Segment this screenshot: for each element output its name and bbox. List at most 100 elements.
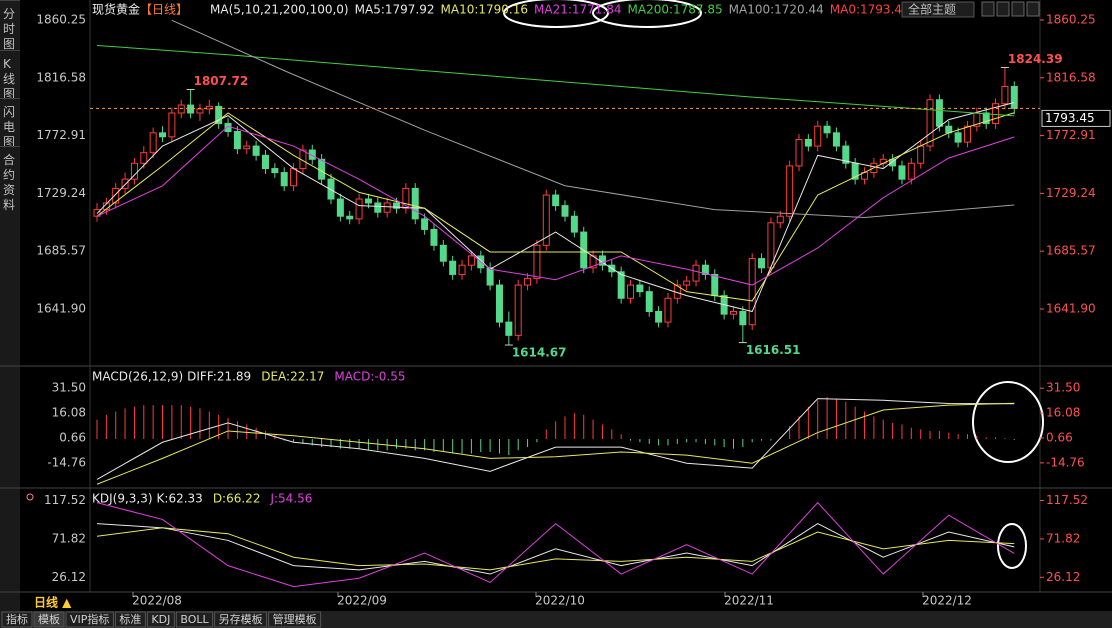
y-tick-label: 117.52 [1046,493,1088,507]
kdj-label: J:54.56 [269,492,312,506]
highlight-ellipse [997,523,1027,569]
candle-body [261,154,269,170]
last-price-box [1041,109,1111,127]
y-tick-label: 1772.91 [1046,128,1096,142]
candle-body [795,138,803,167]
theme-dropdown[interactable] [901,1,975,18]
toolbar-tab-bg[interactable] [214,611,268,628]
ma-legend: MA0:1793.4 [830,3,902,17]
toolbar-tab[interactable]: 模板 [38,612,60,626]
ma-legend: MA100:1720.44 [729,3,824,17]
candle-body [308,149,316,160]
macd-title: MACD(26,12,9) [92,370,183,384]
y-tick-label: 0.66 [1046,430,1073,444]
candle-body [159,132,167,138]
toolbar-tab[interactable]: KDJ [151,613,170,626]
macd-label: DEA:22.17 [261,370,324,384]
candle-body [804,138,812,147]
button[interactable] [996,1,1010,17]
y-tick-label: 1685.57 [1046,244,1096,258]
tab-divider [0,50,20,51]
candle-body [917,145,925,164]
candle-body [1010,86,1018,109]
candle-body [149,132,157,154]
candle-body [421,218,429,230]
candle-body [739,311,747,326]
candle-body [327,178,335,200]
candle-body [552,194,560,207]
candle-body [542,194,550,246]
candle-body [233,131,241,150]
price-annotation: 1824.39 [1008,52,1063,66]
toolbar-tab[interactable]: 标准 [119,612,141,626]
y-tick-label: 16.08 [52,406,86,420]
button[interactable] [981,1,995,17]
candle-body [758,258,766,269]
tab-divider [0,146,20,147]
theme-dropdown-label[interactable]: 全部主题 [908,2,956,17]
highlight-ellipse [592,0,702,28]
candle-body [636,284,644,293]
candle-body [271,168,279,174]
candle-body [776,215,784,224]
y-tick-label: 1641.90 [1046,301,1096,315]
side-tab[interactable]: K 线图 [3,57,15,101]
price-annotation: 1614.67 [512,346,567,360]
candle-body [982,112,990,125]
toolbar-tab-bg[interactable] [268,611,322,628]
toolbar-tab-bg[interactable] [65,611,114,628]
ma-legend: MA10:1790.16 [441,3,529,17]
ma-legend: MA200:1787.85 [628,3,723,17]
highlight-ellipse [503,0,609,28]
candle-body [505,321,513,336]
y-tick-label: 117.52 [44,493,86,507]
macd-line [96,398,1015,480]
toolbar-tab[interactable]: 管理模板 [273,612,317,626]
candle-body [814,125,822,147]
candle-body [954,132,962,143]
candle-body [318,158,326,180]
ma-line [96,112,1015,302]
toolbar-tab-bg[interactable] [146,611,175,628]
candle-body [617,271,625,299]
candle-body [402,187,410,209]
side-tab[interactable]: 分时图 [3,7,15,51]
toolbar-tab-bg[interactable] [1,611,33,628]
candle-body [533,244,541,279]
candle-body [215,105,223,125]
toolbar-tab[interactable]: 指标 [6,612,28,626]
toolbar-tab-bg[interactable] [175,611,214,628]
kdj-label: K:62.33 [157,492,203,506]
y-tick-label: 31.50 [1046,381,1080,395]
side-tab[interactable]: 闪电图 [3,105,15,149]
toolbar-tab[interactable]: 另存模板 [219,612,263,626]
candle-body [486,267,494,286]
toolbar-tab[interactable]: BOLL [180,613,209,626]
ma-line [96,125,1015,286]
candle-body [823,125,831,134]
side-tab[interactable]: 合约资料 [3,152,15,212]
macd-label: DIFF:21.89 [187,370,251,384]
kdj-line [96,527,1015,571]
toolbar-tab[interactable]: VIP指标 [70,612,109,626]
candle-body [495,284,503,323]
settings-icon[interactable] [26,493,34,501]
tab-divider [0,98,20,99]
period-button[interactable]: 日线 ▲ [34,595,72,610]
ma-line [171,19,1015,219]
button[interactable] [1026,1,1040,17]
candle-body [645,291,653,313]
candle-body [692,264,700,282]
candle-body [290,168,298,187]
side-bar [0,0,20,612]
candle-body [355,198,363,220]
highlight-ellipse [972,381,1044,463]
instrument-title: 现货黄金 [92,2,140,17]
toolbar-tab-bg[interactable] [33,611,65,628]
y-tick-label: 1729.24 [36,186,86,200]
y-tick-label: 16.08 [1046,406,1080,420]
toolbar-tab-bg[interactable] [114,611,146,628]
button[interactable] [1011,1,1025,17]
ma-legend: MA21:1771.84 [534,3,622,17]
